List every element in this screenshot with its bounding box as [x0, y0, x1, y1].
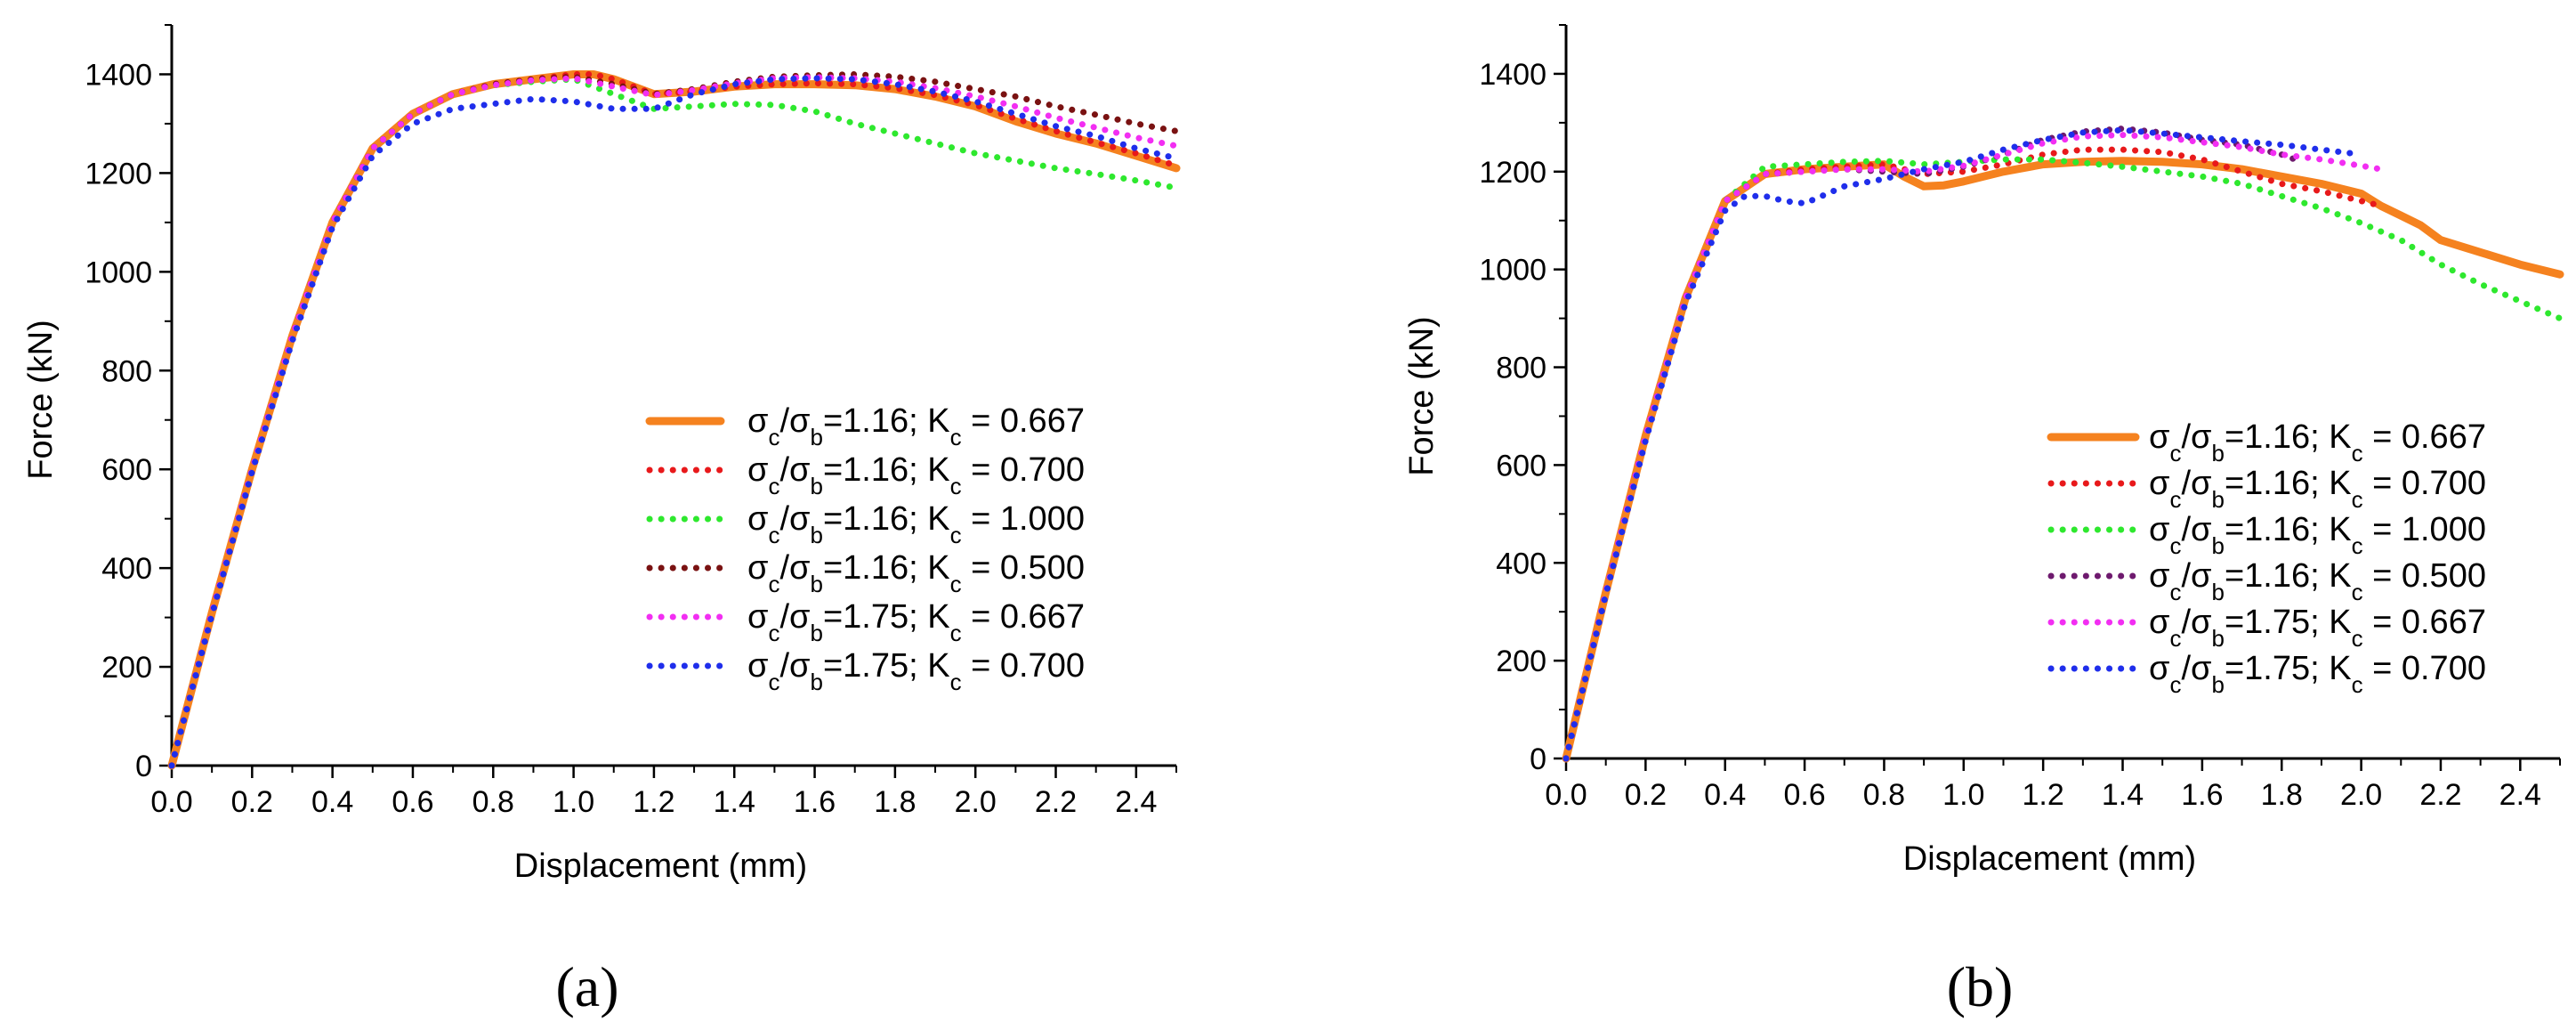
- y-tick-label: 600: [101, 453, 152, 487]
- legend-label: σc/σb=1.16; Kc = 1.000: [747, 500, 1085, 548]
- x-tick-label: 0.2: [1625, 778, 1667, 812]
- series-line-4: [168, 74, 1180, 769]
- x-tick-label: 0.6: [1783, 778, 1825, 812]
- x-tick-label: 1.6: [2181, 778, 2223, 812]
- x-tick-label: 1.4: [714, 785, 755, 819]
- y-tick-label: 0: [135, 750, 152, 783]
- y-tick-label: 1200: [1479, 156, 1546, 190]
- x-tick-label: 2.0: [955, 785, 997, 819]
- chart-panel-b: 0.0 0.2 0.4 0.6 0.8 1.0 1.2 1.4 1.6 1.8 2.0 2.2 2.4 0…: [1403, 24, 2564, 1018]
- x-tick-label: 0.4: [1704, 778, 1746, 812]
- y-tick-label: 0: [1530, 742, 1546, 776]
- x-axis-title: Displacement (mm): [1903, 840, 2196, 878]
- y-tick-label: 1000: [1479, 254, 1546, 288]
- x-tick-label: 1.8: [874, 785, 916, 819]
- x-tick-label: 1.0: [553, 785, 594, 819]
- legend-label: σc/σb=1.75; Kc = 0.667: [2149, 604, 2486, 652]
- x-tick-label: 1.4: [2102, 778, 2144, 812]
- y-tick-label: 800: [1496, 352, 1546, 385]
- y-tick-label: 1400: [1479, 58, 1546, 92]
- legend-label: σc/σb=1.16; Kc = 0.500: [747, 549, 1085, 597]
- legend-label: σc/σb=1.16; Kc = 0.700: [747, 451, 1085, 499]
- x-tick-label: 1.2: [633, 785, 674, 819]
- x-tick-label: 0.8: [472, 785, 514, 819]
- series-line-4: [1563, 132, 2385, 762]
- x-tick-label: 1.2: [2023, 778, 2064, 812]
- x-tick-label: 2.2: [1035, 785, 1077, 819]
- legend-label: σc/σb=1.75; Kc = 0.700: [747, 647, 1085, 695]
- x-tick-label: 1.0: [1942, 778, 1984, 812]
- x-tick-label: 1.6: [794, 785, 836, 819]
- legend-label: σc/σb=1.16; Kc = 1.000: [2149, 511, 2486, 559]
- x-tick-label: 0.4: [311, 785, 353, 819]
- legend-label: σc/σb=1.16; Kc = 0.500: [2149, 557, 2486, 605]
- y-tick-label: 600: [1496, 449, 1546, 483]
- x-tick-label: 0.8: [1863, 778, 1905, 812]
- legend-label: σc/σb=1.16; Kc = 0.700: [2149, 465, 2486, 513]
- legend-label: σc/σb=1.16; Kc = 0.667: [2149, 418, 2486, 466]
- x-tick-label: 0.0: [1545, 778, 1587, 812]
- panel-label: (a): [555, 955, 618, 1018]
- y-axis-title: Force (kN): [22, 320, 60, 479]
- y-tick-label: 200: [101, 651, 152, 685]
- y-tick-label: 200: [1496, 645, 1546, 678]
- legend-label: σc/σb=1.75; Kc = 0.700: [2149, 650, 2486, 698]
- series-line-2: [1563, 156, 2564, 762]
- series-line-5: [1563, 126, 2365, 762]
- y-axis-title: Force (kN): [1403, 316, 1441, 475]
- x-tick-label: 2.4: [1115, 785, 1157, 819]
- legend-label: σc/σb=1.16; Kc = 0.667: [747, 402, 1085, 450]
- y-tick-label: 400: [101, 552, 152, 586]
- y-tick-label: 1000: [85, 255, 152, 289]
- x-tick-label: 1.8: [2261, 778, 2303, 812]
- x-tick-label: 0.6: [392, 785, 433, 819]
- x-tick-label: 0.2: [231, 785, 273, 819]
- legend-label: σc/σb=1.75; Kc = 0.667: [747, 598, 1085, 646]
- x-axis-title: Displacement (mm): [514, 848, 807, 885]
- x-tick-label: 2.4: [2499, 778, 2541, 812]
- series-line-5: [168, 75, 1180, 769]
- y-tick-label: 1200: [85, 157, 152, 191]
- chart-panel-a: 0.0 0.2 0.4 0.6 0.8 1.0 1.2 1.4 1.6 1.8 2.0 2.2 2.4 0…: [22, 24, 1181, 1018]
- y-tick-label: 800: [101, 354, 152, 388]
- x-tick-label: 0.0: [150, 785, 192, 819]
- x-tick-label: 2.2: [2419, 778, 2461, 812]
- y-tick-label: 1400: [85, 58, 152, 92]
- x-tick-label: 2.0: [2340, 778, 2382, 812]
- y-tick-label: 400: [1496, 547, 1546, 580]
- panel-label: (b): [1947, 955, 2014, 1018]
